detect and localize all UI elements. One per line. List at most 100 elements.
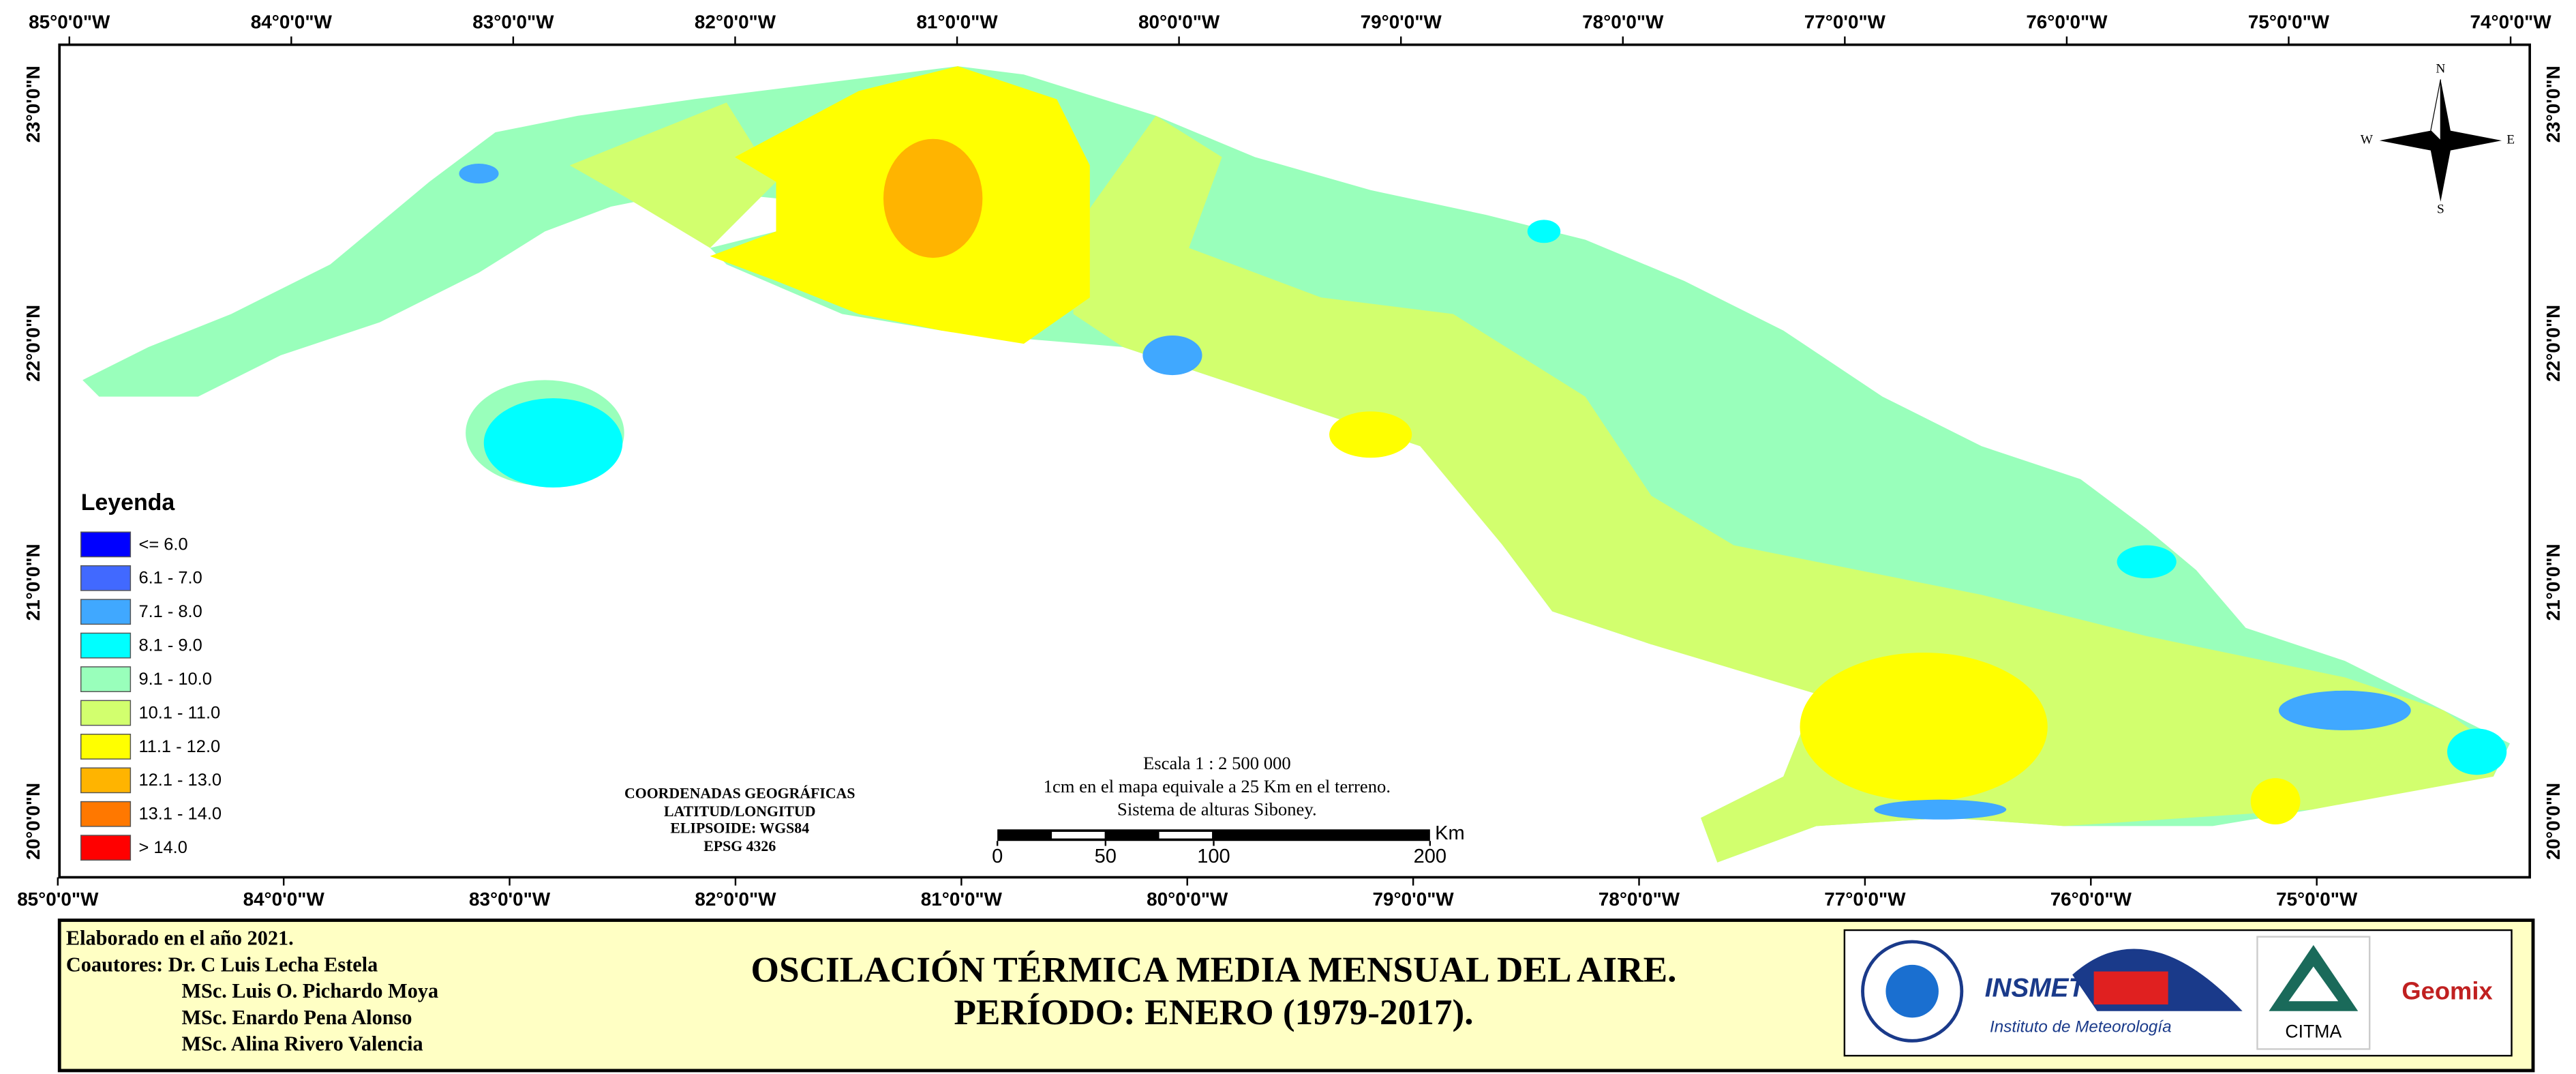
- note-line: ELIPSOIDE: WGS84: [670, 820, 809, 836]
- land: [82, 66, 2511, 863]
- spot-rosario: [459, 164, 499, 184]
- longitude-label: 76°0'0"W: [2050, 889, 2132, 910]
- longitude-label: 85°0'0"W: [29, 11, 110, 32]
- note-line: EPSG 4326: [703, 838, 776, 854]
- logo-citma-inner: [2288, 966, 2339, 1002]
- legend-label: 7.1 - 8.0: [138, 602, 202, 621]
- zone-center-east: [1073, 115, 2502, 863]
- latitude-label: 21°0'0"N: [22, 543, 44, 621]
- longitude-label: 75°0'0"W: [2248, 11, 2330, 32]
- legend-swatch: [80, 801, 132, 827]
- legend-label: 9.1 - 10.0: [138, 670, 211, 689]
- credit-line: MSc. Alina Rivero Valencia: [181, 1032, 423, 1056]
- longitude-label: 85°0'0"W: [17, 889, 99, 910]
- longitude-label: 80°0'0"W: [1147, 889, 1228, 910]
- scale-bar-segment: [1052, 831, 1105, 839]
- compass-n: N: [2436, 61, 2445, 76]
- longitude-label: 82°0'0"W: [695, 889, 776, 910]
- legend-label: 8.1 - 9.0: [138, 636, 202, 655]
- longitude-label: 74°0'0"W: [2470, 11, 2551, 32]
- credit-line: MSc. Enardo Pena Alonso: [181, 1006, 412, 1029]
- longitude-label: 78°0'0"W: [1582, 11, 1664, 32]
- longitude-label: 77°0'0"W: [1824, 889, 1906, 910]
- credit-line: Elaborado en el año 2021.: [66, 927, 294, 950]
- spot-north: [2117, 545, 2177, 579]
- latitude-label: 22°0'0"N: [22, 305, 44, 382]
- legend-swatch: [80, 767, 132, 794]
- legend-label: 6.1 - 7.0: [138, 569, 202, 588]
- scale-tick-label: 200: [1414, 846, 1446, 867]
- scale-line: Escala 1 : 2 500 000: [1143, 753, 1291, 773]
- scale-bar-segment: [1159, 831, 1213, 839]
- legend-label: 10.1 - 11.0: [138, 703, 220, 722]
- credit-line: Coautores: Dr. C Luis Lecha Estela: [66, 953, 378, 976]
- legend: <= 6.0 6.1 - 7.0 7.1 - 8.0 8.1 - 9.0 9.1 - 1…: [80, 531, 222, 861]
- longitude-label: 82°0'0"W: [695, 11, 776, 32]
- legend-label: > 14.0: [138, 838, 187, 857]
- title-line: PERÍODO: ENERO (1979-2017).: [954, 992, 1473, 1032]
- credits: Elaborado en el año 2021. Coautores: Dr.…: [66, 927, 438, 1056]
- longitude-label: 80°0'0"W: [1138, 11, 1220, 32]
- legend-label: 13.1 - 14.0: [138, 805, 222, 824]
- legend-swatch: [80, 531, 132, 558]
- compass-w: W: [2361, 133, 2374, 147]
- logo-insmet: INSMET: [1985, 973, 2087, 1002]
- latitude-label: 23°0'0"N: [22, 65, 44, 143]
- longitude-label: 83°0'0"W: [472, 11, 554, 32]
- scale-tick-label: 50: [1095, 846, 1117, 867]
- note-line: COORDENADAS GEOGRÁFICAS: [624, 785, 855, 801]
- compass-e: E: [2506, 133, 2515, 147]
- legend-swatch: [80, 734, 132, 760]
- longitude-label: 76°0'0"W: [2026, 11, 2108, 32]
- legend-swatch: [80, 632, 132, 659]
- zone-south: [1329, 411, 1412, 458]
- legend-swatch: [80, 565, 132, 591]
- credit-line: MSc. Luis O. Pichardo Moya: [181, 979, 438, 1002]
- spot-escambray: [1142, 335, 1202, 376]
- legend-swatch: [80, 700, 132, 726]
- compass-s: S: [2437, 202, 2444, 216]
- latitude-label: 21°0'0"N: [2543, 543, 2564, 621]
- title-line: OSCILACIÓN TÉRMICA MEDIA MENSUAL DEL AIR…: [751, 949, 1677, 989]
- scale-unit: Km: [1435, 822, 1465, 844]
- logo-citma: CITMA: [2285, 1021, 2342, 1041]
- longitude-label: 81°0'0"W: [921, 889, 1003, 910]
- longitude-label: 75°0'0"W: [2276, 889, 2358, 910]
- compass: N E S W: [2361, 61, 2515, 216]
- latitude-label: 22°0'0"N: [2543, 305, 2564, 382]
- coordinates-note: COORDENADAS GEOGRÁFICAS LATITUD/LONGITUD…: [624, 785, 855, 854]
- scale-ticks: 0 50 100 200: [992, 841, 1446, 867]
- logos: INSMET Instituto de Meteorología CITMA G…: [1843, 929, 2513, 1057]
- logo-geomix: Geomix: [2401, 977, 2492, 1005]
- latitude-label: 20°0'0"N: [22, 783, 44, 860]
- legend-title: Leyenda: [81, 490, 176, 516]
- longitude-label: 81°0'0"W: [916, 11, 998, 32]
- note-line: LATITUD/LONGITUD: [664, 803, 815, 820]
- logo-smn-swirl: [1885, 964, 1939, 1018]
- scale-bar: [997, 829, 1430, 841]
- scale: Escala 1 : 2 500 000 1cm en el mapa equi…: [997, 753, 1465, 844]
- scale-line: 1cm en el mapa equivale a 25 Km en el te…: [1044, 776, 1391, 796]
- latitude-label: 23°0'0"N: [2543, 65, 2564, 143]
- legend-label: 12.1 - 13.0: [138, 771, 222, 790]
- legend-swatch: [80, 599, 132, 625]
- isla-juventud: [483, 398, 623, 488]
- zone-west: [569, 102, 776, 248]
- longitude-label: 78°0'0"W: [1598, 889, 1680, 910]
- spot-east: [2447, 728, 2507, 775]
- spot-baracoa: [2278, 690, 2411, 730]
- compass-star-face: [2430, 79, 2441, 142]
- legend-swatch: [80, 835, 132, 861]
- graticule-labels: 85°0'0"W 84°0'0"W 83°0'0"W 82°0'0"W 81°0'0"W…: [17, 11, 2564, 909]
- longitude-label: 83°0'0"W: [469, 889, 551, 910]
- longitude-label: 79°0'0"W: [1373, 889, 1455, 910]
- scale-line: Sistema de alturas Siboney.: [1117, 799, 1317, 820]
- scale-tick-label: 0: [992, 846, 1003, 867]
- longitude-label: 77°0'0"W: [1804, 11, 1886, 32]
- spot-sierra: [1874, 799, 2007, 820]
- zone-santiago: [2250, 778, 2301, 825]
- longitude-label: 84°0'0"W: [243, 889, 325, 910]
- zone-orange: [883, 138, 983, 258]
